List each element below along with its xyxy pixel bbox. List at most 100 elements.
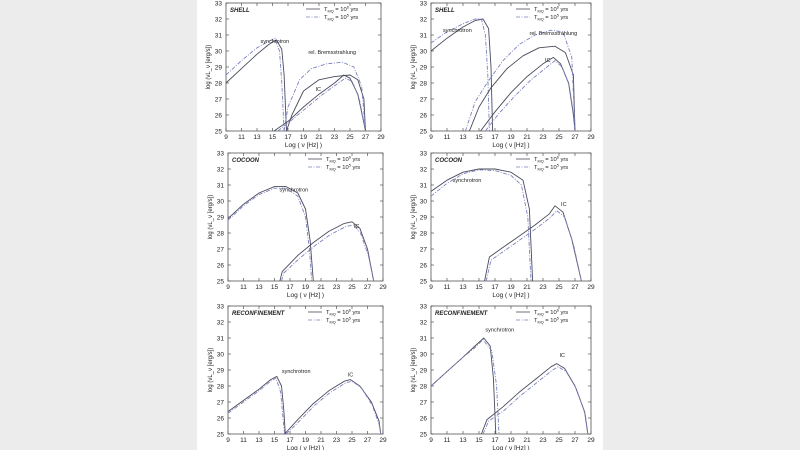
x-tick-label: 25: [348, 284, 356, 291]
legend-label: TMQ = 106 yrs: [326, 156, 360, 164]
y-tick-label: 25: [217, 278, 225, 285]
series-line-3: [480, 363, 589, 435]
y-tick-label: 31: [217, 182, 225, 189]
y-tick-label: 28: [420, 230, 428, 237]
series-line-4: [283, 61, 366, 132]
y-tick-label: 27: [217, 399, 225, 406]
curve-annotation: IC: [315, 87, 321, 93]
y-tick-label: 25: [215, 128, 223, 135]
x-axis-label: Log ( ν [Hz] ): [492, 142, 529, 149]
x-tick-label: 27: [362, 134, 370, 141]
series-line-1: [227, 186, 314, 282]
y-tick-label: 29: [215, 64, 223, 71]
x-tick-label: 27: [364, 284, 372, 291]
x-tick-label: 17: [491, 284, 499, 291]
x-tick-label: 23: [539, 437, 547, 444]
x-tick-label: 21: [317, 437, 325, 444]
x-tick-label: 23: [539, 134, 547, 141]
curve-annotation: synchrotron: [282, 369, 311, 375]
x-tick-label: 17: [284, 134, 292, 141]
series-line-1: [430, 337, 497, 435]
series-line-1: [225, 39, 287, 132]
x-tick-label: 17: [286, 284, 294, 291]
y-tick-label: 26: [217, 415, 225, 422]
series-line-2: [227, 377, 286, 435]
x-axis-label: Log ( ν [Hz] ): [492, 445, 529, 450]
x-tick-label: 23: [539, 284, 547, 291]
series-line-1: [430, 18, 494, 132]
x-tick-label: 13: [459, 284, 467, 291]
curve-annotation: IC: [561, 202, 567, 208]
y-tick-label: 29: [217, 367, 225, 374]
y-axis-label: log (νL_ν [erg/s]): [206, 45, 212, 90]
y-tick-label: 28: [420, 80, 428, 87]
series-line-5: [273, 74, 366, 132]
x-tick-label: 9: [429, 134, 433, 141]
x-tick-label: 23: [331, 134, 339, 141]
y-tick-label: 33: [217, 150, 225, 157]
y-tick-label: 25: [420, 128, 428, 135]
series-line-6: [277, 77, 366, 132]
y-tick-label: 26: [215, 112, 223, 119]
y-tick-label: 25: [217, 431, 225, 438]
x-tick-label: 9: [429, 437, 433, 444]
x-tick-label: 11: [240, 437, 247, 444]
x-tick-label: 21: [523, 134, 531, 141]
y-tick-label: 30: [420, 48, 428, 55]
y-axis-label: log (νL_ν [erg/s]): [208, 348, 214, 393]
x-tick-label: 11: [444, 284, 451, 291]
series-line-3: [468, 45, 576, 132]
y-tick-label: 30: [217, 351, 225, 358]
x-tick-label: 13: [253, 134, 261, 141]
series-line-4: [281, 224, 375, 282]
x-tick-label: 13: [255, 437, 263, 444]
series-line-5: [480, 56, 576, 132]
y-tick-label: 27: [420, 246, 428, 253]
series-line-1: [227, 375, 286, 435]
curve-annotation: synchrotron: [485, 328, 514, 334]
chart-panel-1: 9 11 13 15 17 19 21 23 25 27 29 25 26 27 28 29 30 31 32 33 L…: [206, 0, 385, 149]
curve-annotation: IC: [348, 372, 354, 378]
x-tick-label: 13: [459, 134, 467, 141]
chart-panel-4: 9 11 13 15 17 19 21 23 25 27 29 25 26 27 28 29 30 31 32 33 L…: [411, 150, 595, 299]
x-tick-label: 21: [317, 284, 325, 291]
y-tick-label: 33: [217, 303, 225, 310]
x-tick-label: 13: [459, 437, 467, 444]
y-tick-label: 31: [420, 335, 428, 342]
legend-label: TMQ = 106 yrs: [534, 156, 568, 164]
x-tick-label: 23: [333, 284, 341, 291]
y-tick-label: 31: [217, 335, 225, 342]
chart-panel-6: 9 11 13 15 17 19 21 23 25 27 29 25 26 27 28 29 30 31 32 33 L…: [411, 303, 595, 450]
x-tick-label: 29: [379, 284, 387, 291]
y-tick-label: 29: [420, 367, 428, 374]
legend-label: TMQ = 105 yrs: [534, 164, 568, 172]
y-tick-label: 33: [420, 150, 428, 157]
x-tick-label: 23: [333, 437, 341, 444]
y-tick-label: 26: [217, 262, 225, 269]
x-tick-label: 29: [587, 437, 595, 444]
x-axis-label: Log ( ν [Hz] ): [287, 445, 324, 450]
y-tick-label: 31: [215, 32, 223, 39]
y-tick-label: 27: [420, 96, 428, 103]
legend-label: TMQ = 106 yrs: [534, 309, 568, 317]
y-tick-label: 32: [215, 16, 223, 23]
panel-title: SHELL: [230, 8, 250, 14]
x-tick-label: 25: [555, 284, 563, 291]
x-tick-label: 21: [523, 437, 531, 444]
y-tick-label: 26: [420, 262, 428, 269]
series-line-4: [485, 210, 582, 282]
y-tick-label: 27: [420, 399, 428, 406]
x-axis-label: Log ( ν [Hz] ): [287, 292, 324, 299]
x-tick-label: 19: [507, 437, 515, 444]
curve-annotation: IC: [354, 224, 360, 230]
curve-annotation: IC: [559, 353, 565, 359]
series-line-1: [430, 168, 534, 282]
curve-annotation: synchrotron: [280, 187, 309, 193]
x-tick-label: 17: [491, 437, 499, 444]
y-tick-label: 32: [217, 166, 225, 173]
y-tick-label: 26: [420, 415, 428, 422]
x-tick-label: 29: [377, 134, 385, 141]
y-tick-label: 33: [420, 303, 428, 310]
chart-panel-5: 9 11 13 15 17 19 21 23 25 27 29 25 26 27 28 29 30 31 32 33 L…: [208, 303, 387, 450]
curve-annotation: IC: [545, 58, 551, 64]
